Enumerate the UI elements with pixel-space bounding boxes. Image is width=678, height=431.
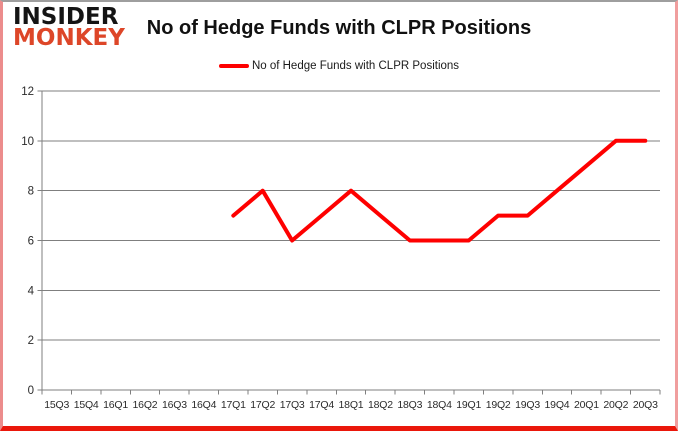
y-tick-label: 10 (21, 136, 34, 148)
x-tick-label: 19Q4 (545, 399, 570, 411)
x-tick-label: 16Q3 (162, 399, 187, 411)
series-line (231, 138, 648, 243)
x-axis-labels: 15Q3 15Q4 16Q1 16Q2 16Q3 16Q4 17Q1 17Q2 17Q3 17Q4… (44, 399, 658, 411)
y-tick-label: 4 (28, 285, 35, 297)
line-chart: 0 2 4 6 8 10 12 15Q3 15Q4 16Q1 16Q2 16Q3 16Q4 17Q1 17Q… (21, 86, 661, 411)
x-axis-ticks (41, 390, 661, 395)
logo-text-monkey: MONKEY (13, 25, 125, 52)
y-tick-label: 0 (28, 385, 34, 397)
y-tick-label: 12 (21, 86, 34, 98)
x-tick-label: 17Q3 (280, 399, 305, 411)
logo-text-insider: INSIDER (13, 4, 119, 30)
x-tick-label: 15Q4 (74, 399, 99, 411)
y-tick-label: 6 (28, 236, 34, 248)
y-tick-label: 8 (28, 186, 34, 198)
x-tick-label: 18Q4 (427, 399, 452, 411)
x-tick-label: 15Q3 (44, 399, 69, 411)
x-tick-label: 17Q4 (309, 399, 334, 411)
x-tick-label: 18Q3 (397, 399, 422, 411)
x-tick-label: 17Q1 (221, 399, 246, 411)
y-tick-label: 2 (28, 335, 34, 347)
chart-title: No of Hedge Funds with CLPR Positions (146, 17, 532, 39)
x-tick-label: 19Q1 (456, 399, 481, 411)
legend-label: No of Hedge Funds with CLPR Positions (251, 60, 460, 72)
x-tick-label: 16Q4 (191, 399, 216, 411)
x-tick-label: 20Q1 (574, 399, 599, 411)
x-tick-label: 18Q2 (368, 399, 393, 411)
y-gridlines (42, 90, 660, 391)
legend-line-swatch (218, 64, 249, 68)
x-tick-label: 19Q3 (515, 399, 540, 411)
y-axis-ticks-labels: 0 2 4 6 8 10 12 (21, 86, 42, 397)
x-tick-label: 17Q2 (250, 399, 275, 411)
legend: No of Hedge Funds with CLPR Positions (3, 60, 675, 72)
x-tick-label: 20Q2 (603, 399, 628, 411)
x-tick-label: 16Q2 (133, 399, 158, 411)
x-tick-label: 20Q3 (633, 399, 658, 411)
insider-monkey-logo: INSIDER MONKEY (13, 4, 125, 52)
x-tick-label: 19Q2 (486, 399, 511, 411)
x-tick-label: 18Q1 (339, 399, 364, 411)
x-tick-label: 16Q1 (103, 399, 128, 411)
